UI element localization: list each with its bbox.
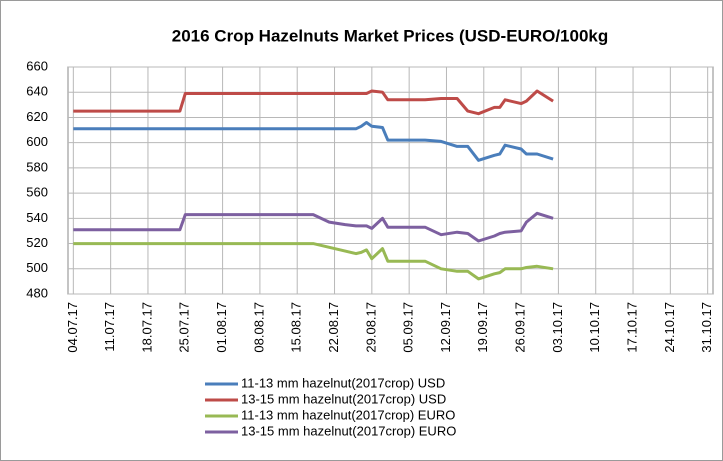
chart-title: 2016 Crop Hazelnuts Market Prices (USD-E…	[172, 26, 609, 45]
y-tick-label: 620	[26, 109, 48, 124]
x-tick-label: 10.10.17	[587, 302, 602, 353]
legend-label: 11-13 mm hazelnut(2017crop) EURO	[241, 407, 455, 422]
x-tick-label: 29.08.17	[363, 302, 378, 353]
series-line	[73, 121, 554, 162]
x-tick-label: 17.10.17	[624, 302, 639, 353]
x-tick-label: 25.07.17	[177, 302, 192, 353]
series-line	[73, 211, 554, 243]
x-tick-label: 18.07.17	[139, 302, 154, 353]
x-tick-label: 08.08.17	[251, 302, 266, 353]
x-tick-label: 03.10.17	[550, 302, 565, 353]
legend-label: 11-13 mm hazelnut(2017crop) USD	[241, 375, 445, 390]
x-tick-label: 19.09.17	[475, 302, 490, 353]
x-tick-label: 15.08.17	[289, 302, 304, 353]
series-line	[73, 242, 554, 281]
y-tick-label: 520	[26, 235, 48, 250]
legend-label: 13-15 mm hazelnut(2017crop) EURO	[241, 423, 456, 438]
y-tick-label: 640	[26, 84, 48, 99]
y-tick-label: 500	[26, 260, 48, 275]
x-tick-label: 26.09.17	[513, 302, 528, 353]
y-tick-label: 660	[26, 58, 48, 73]
series-line	[73, 89, 554, 116]
legend-label: 13-15 mm hazelnut(2017crop) USD	[241, 391, 446, 406]
x-tick-label: 01.08.17	[214, 302, 229, 353]
x-tick-label: 31.10.17	[699, 302, 714, 353]
y-tick-label: 540	[26, 210, 48, 225]
y-tick-label: 580	[26, 159, 48, 174]
x-tick-label: 22.08.17	[326, 302, 341, 353]
plot-area	[67, 66, 714, 295]
x-tick-label: 12.09.17	[438, 302, 453, 353]
x-tick-label: 04.07.17	[65, 302, 80, 353]
y-tick-label: 560	[26, 185, 48, 200]
y-tick-label: 480	[26, 285, 48, 300]
y-tick-label: 600	[26, 134, 48, 149]
x-tick-label: 24.10.17	[662, 302, 677, 353]
x-tick-label: 05.09.17	[401, 302, 416, 353]
x-tick-label: 11.07.17	[102, 302, 117, 352]
